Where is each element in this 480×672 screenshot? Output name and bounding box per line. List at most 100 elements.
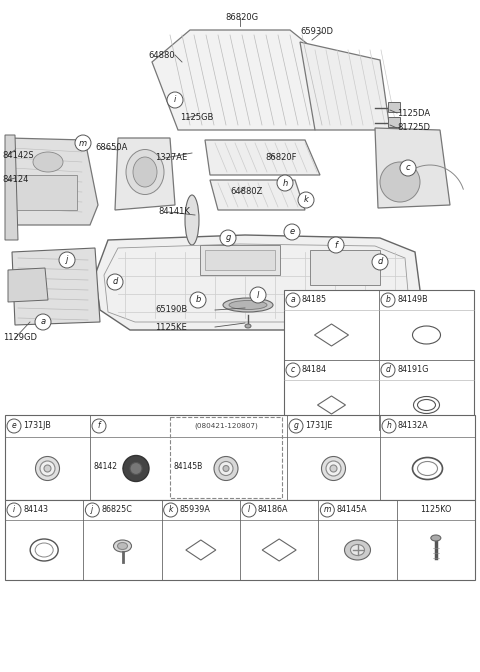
Text: 86820G: 86820G bbox=[225, 13, 258, 22]
Text: f: f bbox=[335, 241, 337, 249]
Circle shape bbox=[320, 503, 335, 517]
Polygon shape bbox=[210, 180, 305, 210]
Text: 1125KE: 1125KE bbox=[155, 323, 187, 331]
Circle shape bbox=[328, 237, 344, 253]
Text: j: j bbox=[66, 255, 68, 265]
Ellipse shape bbox=[219, 462, 233, 476]
Polygon shape bbox=[300, 42, 390, 130]
Text: m: m bbox=[324, 505, 331, 515]
Circle shape bbox=[92, 419, 106, 433]
Text: c: c bbox=[406, 163, 410, 173]
Ellipse shape bbox=[123, 456, 149, 482]
Text: 1125KO: 1125KO bbox=[420, 505, 452, 515]
Text: 1731JB: 1731JB bbox=[23, 421, 51, 431]
Polygon shape bbox=[8, 138, 98, 225]
Circle shape bbox=[107, 274, 123, 290]
Polygon shape bbox=[375, 128, 450, 208]
Text: i: i bbox=[13, 505, 15, 515]
Circle shape bbox=[284, 224, 300, 240]
Text: 84145A: 84145A bbox=[336, 505, 367, 515]
Text: 1327AE: 1327AE bbox=[155, 153, 187, 163]
Ellipse shape bbox=[33, 152, 63, 172]
Text: d: d bbox=[385, 366, 390, 374]
Text: 1129GD: 1129GD bbox=[3, 333, 37, 343]
Text: 64880Z: 64880Z bbox=[230, 187, 263, 196]
Circle shape bbox=[35, 314, 51, 330]
Text: 84124: 84124 bbox=[2, 175, 28, 185]
Ellipse shape bbox=[185, 195, 199, 245]
Text: i: i bbox=[174, 95, 176, 105]
Text: l: l bbox=[248, 505, 250, 515]
Bar bbox=[5, 500, 475, 580]
Ellipse shape bbox=[223, 298, 273, 312]
Circle shape bbox=[220, 230, 236, 246]
Circle shape bbox=[381, 293, 395, 307]
Bar bbox=[388, 117, 400, 127]
Ellipse shape bbox=[214, 456, 238, 480]
Circle shape bbox=[286, 293, 300, 307]
Text: m: m bbox=[79, 138, 87, 147]
Circle shape bbox=[277, 175, 293, 191]
Ellipse shape bbox=[431, 535, 441, 541]
Text: e: e bbox=[12, 421, 16, 431]
Bar bbox=[12, 175, 77, 210]
Polygon shape bbox=[5, 135, 18, 240]
Bar bbox=[310, 250, 380, 285]
Polygon shape bbox=[115, 138, 175, 210]
Text: 86825C: 86825C bbox=[101, 505, 132, 515]
Circle shape bbox=[167, 92, 183, 108]
Ellipse shape bbox=[330, 465, 337, 472]
Text: 84142: 84142 bbox=[94, 462, 118, 471]
Text: 68650A: 68650A bbox=[95, 144, 127, 153]
Circle shape bbox=[7, 419, 21, 433]
Text: 81725D: 81725D bbox=[397, 124, 430, 132]
Text: 64880: 64880 bbox=[148, 50, 175, 60]
Polygon shape bbox=[8, 268, 48, 302]
Text: h: h bbox=[386, 421, 391, 431]
Text: 65190B: 65190B bbox=[155, 306, 187, 314]
Polygon shape bbox=[12, 248, 100, 325]
Circle shape bbox=[400, 160, 416, 176]
Polygon shape bbox=[205, 140, 320, 175]
Ellipse shape bbox=[40, 461, 55, 476]
Circle shape bbox=[381, 363, 395, 377]
Text: c: c bbox=[291, 366, 295, 374]
Ellipse shape bbox=[229, 300, 267, 310]
Circle shape bbox=[250, 287, 266, 303]
Bar bbox=[388, 102, 400, 112]
Bar bbox=[200, 245, 280, 275]
Circle shape bbox=[380, 162, 420, 202]
Ellipse shape bbox=[118, 542, 128, 550]
Text: 1731JE: 1731JE bbox=[305, 421, 332, 431]
Ellipse shape bbox=[223, 466, 229, 472]
Text: 84191G: 84191G bbox=[397, 366, 428, 374]
Text: 85939A: 85939A bbox=[180, 505, 211, 515]
Text: 1125DA: 1125DA bbox=[397, 108, 430, 118]
Bar bbox=[284, 290, 474, 430]
Polygon shape bbox=[152, 30, 330, 130]
Bar bbox=[5, 415, 475, 500]
Ellipse shape bbox=[350, 544, 364, 556]
Text: (080421-120807): (080421-120807) bbox=[194, 423, 258, 429]
Ellipse shape bbox=[322, 456, 346, 480]
Circle shape bbox=[59, 252, 75, 268]
Ellipse shape bbox=[326, 461, 341, 476]
Text: l: l bbox=[257, 290, 259, 300]
Text: 84149B: 84149B bbox=[397, 296, 428, 304]
Text: 84184: 84184 bbox=[302, 366, 327, 374]
Text: 84132A: 84132A bbox=[398, 421, 429, 431]
Ellipse shape bbox=[113, 540, 132, 552]
Circle shape bbox=[372, 254, 388, 270]
Text: 84186A: 84186A bbox=[258, 505, 288, 515]
Bar bbox=[170, 417, 282, 498]
Text: a: a bbox=[291, 296, 295, 304]
Text: k: k bbox=[303, 196, 309, 204]
Circle shape bbox=[286, 363, 300, 377]
Text: h: h bbox=[282, 179, 288, 187]
Text: 84143: 84143 bbox=[23, 505, 48, 515]
Ellipse shape bbox=[345, 540, 371, 560]
Ellipse shape bbox=[130, 462, 142, 474]
Text: 84142S: 84142S bbox=[2, 151, 34, 159]
Text: b: b bbox=[385, 296, 390, 304]
Text: k: k bbox=[168, 505, 173, 515]
